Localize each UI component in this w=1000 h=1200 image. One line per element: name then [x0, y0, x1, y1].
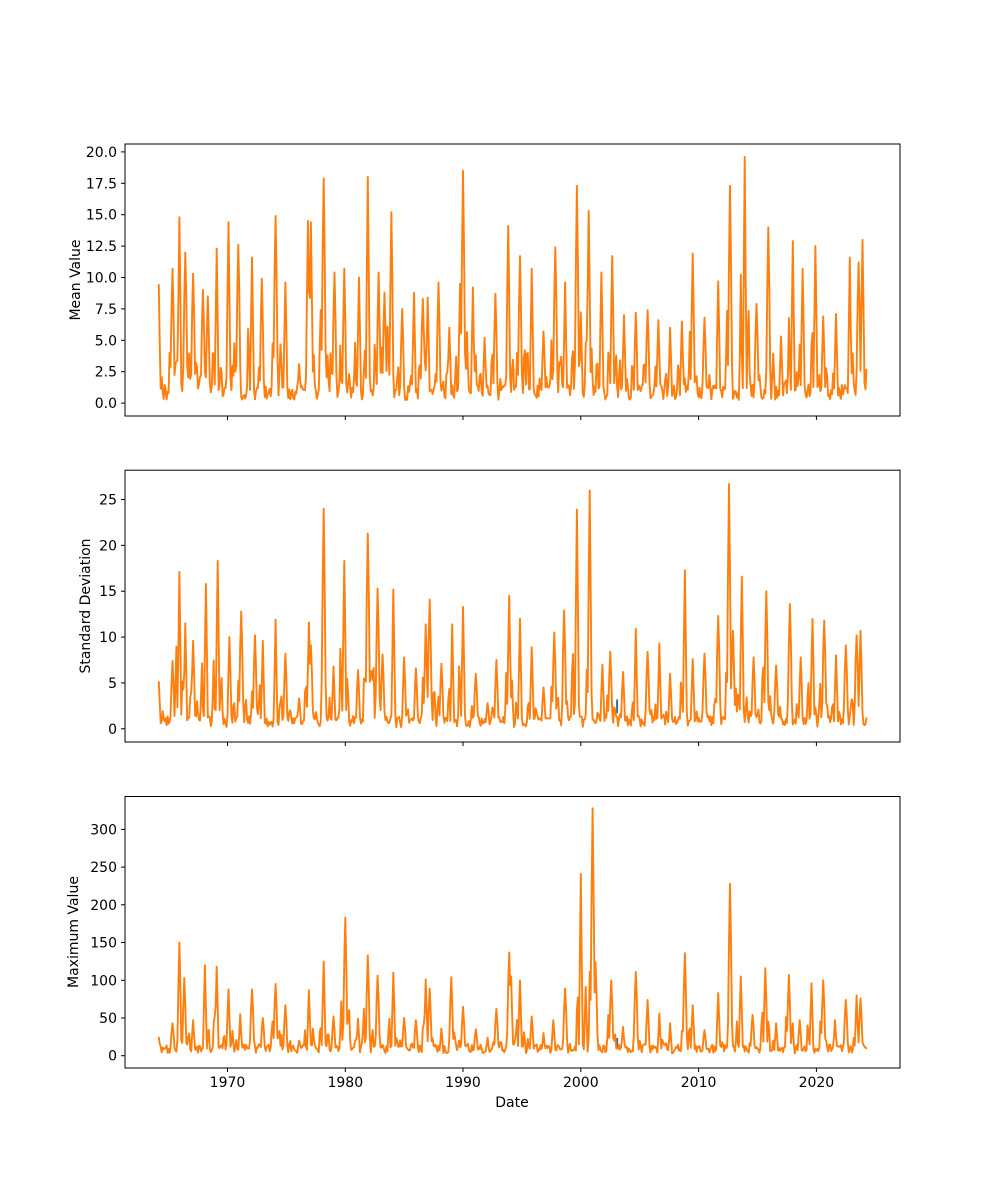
y-axis-label-mean-value: Mean Value: [68, 239, 84, 321]
y-tick-label: 5.0: [95, 333, 117, 349]
x-tick-label: 1980: [327, 1075, 363, 1091]
y-tick-label: 0.0: [95, 396, 117, 412]
y-tick-label: 10: [99, 630, 117, 646]
x-tick-label: 2000: [563, 1075, 599, 1091]
y-axis-label-standard-deviation: Standard Deviation: [78, 538, 94, 674]
subplot-1: 0 5 10 15 20 25: [99, 469, 901, 746]
y-tick-label: 12.5: [86, 239, 117, 255]
y-axis-label-maximum-value: Maximum Value: [66, 876, 82, 988]
y-tick-label: 7.5: [95, 302, 117, 318]
subplot-0: 0.0 2.5 5.0 7.5 10.0 12.5 15.0 17.5 20.0: [86, 143, 901, 420]
y-tick-label: 15.0: [86, 208, 117, 224]
y-tick-label: 20.0: [86, 145, 117, 161]
y-tick-label: 20: [99, 538, 117, 554]
y-tick-label: 5: [108, 676, 117, 692]
axes-border: [124, 796, 901, 1069]
y-tick-label: 15: [99, 584, 117, 600]
y-tick-label: 150: [90, 936, 117, 952]
y-tick-label: 0: [108, 1049, 117, 1065]
x-tick-label: 2010: [681, 1075, 717, 1091]
axes-border: [124, 469, 901, 743]
y-tick-label: 17.5: [86, 176, 117, 192]
y-tick-label: 2.5: [95, 365, 117, 381]
y-tick-label: 250: [90, 860, 117, 876]
y-tick-label: 50: [99, 1011, 117, 1027]
y-tick-label: 25: [99, 493, 117, 509]
y-tick-label: 300: [90, 822, 117, 838]
series-line: [157, 807, 868, 1055]
x-tick-label: 1970: [210, 1075, 246, 1091]
x-tick-label: 2020: [799, 1075, 835, 1091]
series-line: [157, 483, 868, 729]
y-tick-label: 100: [90, 973, 117, 989]
y-tick-label: 0: [108, 722, 117, 738]
y-tick-label: 10.0: [86, 271, 117, 287]
x-axis-label-date: Date: [495, 1095, 529, 1111]
axes-border: [124, 143, 901, 417]
subplot-2: 0 50 100 150 200 250 300 1970 1980 1990 2000 2010 20…: [90, 796, 901, 1091]
x-tick-label: 1990: [445, 1075, 481, 1091]
y-tick-label: 200: [90, 898, 117, 914]
series-line: [157, 155, 868, 401]
